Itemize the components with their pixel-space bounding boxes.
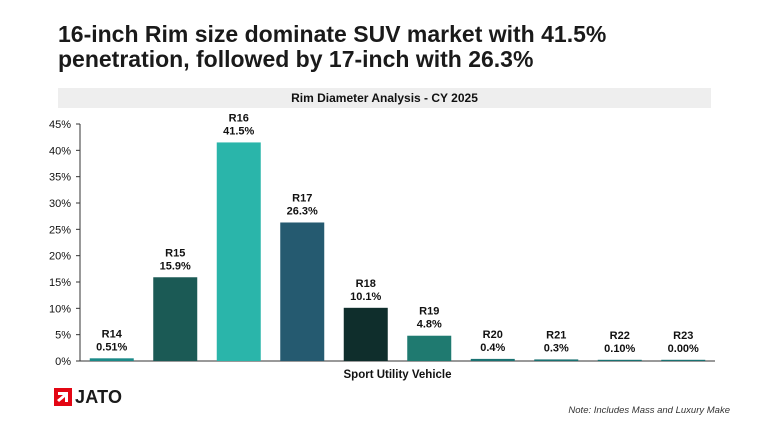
bar-category-label: R22 [610, 330, 630, 342]
bar-value-label: 10.1% [350, 291, 381, 303]
x-axis-label: Sport Utility Vehicle [344, 369, 452, 381]
bar-category-label: R23 [673, 330, 693, 342]
bar-r22 [597, 359, 642, 361]
y-tick-label: 25% [49, 224, 71, 236]
y-tick-label: 5% [55, 330, 71, 342]
bar-value-label: 0.10% [604, 343, 635, 355]
bar-category-label: R21 [546, 329, 566, 341]
bar-value-label: 26.3% [287, 205, 318, 217]
y-tick-label: 20% [49, 251, 71, 263]
headline-line-2: penetration, followed by 17-inch with 26… [58, 46, 534, 72]
bar-r15 [153, 277, 198, 361]
bar-value-label: 0.3% [544, 342, 569, 354]
bar-value-label: 0.00% [668, 343, 699, 355]
bar-value-label: 4.8% [417, 319, 442, 331]
jato-logo: JATO [54, 387, 122, 407]
bar-category-label: R19 [419, 306, 439, 318]
y-tick-label: 35% [49, 172, 71, 184]
bar-r23 [661, 359, 706, 361]
bar-value-label: 15.9% [160, 260, 191, 272]
bar-category-label: R17 [292, 192, 312, 204]
bar-category-label: R14 [102, 328, 123, 340]
y-tick-label: 30% [49, 198, 71, 210]
bar-r14 [89, 358, 134, 361]
jato-arrow-logo-icon [54, 388, 72, 406]
bar-r19 [407, 335, 452, 361]
bar-category-label: R18 [356, 278, 376, 290]
chart-title: Rim Diameter Analysis - CY 2025 [58, 88, 711, 108]
bar-category-label: R15 [165, 247, 185, 259]
y-tick-label: 10% [49, 303, 71, 315]
headline: 16-inch Rim size dominate SUV market wit… [58, 22, 738, 72]
bar-value-label: 41.5% [223, 125, 254, 137]
footnote: Note: Includes Mass and Luxury Make [568, 405, 730, 416]
bar-category-label: R20 [483, 329, 503, 341]
y-tick-label: 15% [49, 277, 71, 289]
bar-category-label: R16 [229, 112, 249, 124]
bar-r18 [343, 307, 388, 361]
bar-r17 [280, 222, 325, 361]
bar-value-label: 0.51% [96, 341, 127, 353]
bar-r20 [470, 358, 515, 361]
y-tick-label: 40% [49, 145, 71, 157]
logo-text: JATO [75, 386, 123, 407]
headline-line-1: 16-inch Rim size dominate SUV market wit… [58, 21, 607, 47]
y-tick-label: 0% [55, 356, 71, 368]
bar-r21 [534, 359, 579, 361]
bar-value-label: 0.4% [480, 342, 505, 354]
y-tick-label: 45% [49, 119, 71, 131]
bar-r16 [216, 142, 261, 361]
